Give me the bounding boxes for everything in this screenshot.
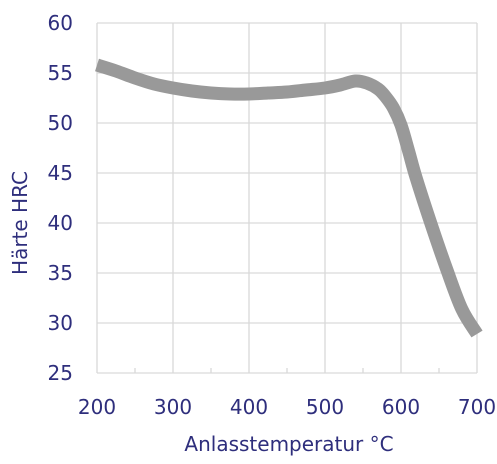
x-tick-label: 700 xyxy=(458,395,496,419)
x-axis-ticks: 200 300 400 500 600 700 xyxy=(78,395,496,419)
series-layer xyxy=(95,58,483,338)
y-tick-label: 30 xyxy=(48,311,73,335)
y-tick-label: 55 xyxy=(48,61,73,85)
y-tick-label: 50 xyxy=(48,111,73,135)
x-tick-label: 400 xyxy=(230,395,268,419)
y-tick-label: 45 xyxy=(48,161,73,185)
y-tick-label: 25 xyxy=(48,361,73,385)
x-tick-label: 500 xyxy=(306,395,344,419)
y-tick-label: 60 xyxy=(48,11,73,35)
x-tick-label: 300 xyxy=(154,395,192,419)
y-axis-title: Härte HRC xyxy=(8,171,32,275)
y-axis-ticks: 25 30 35 40 45 50 55 60 xyxy=(48,11,73,385)
x-axis-title: Anlasstemperatur °C xyxy=(184,432,393,456)
x-tick-label: 200 xyxy=(78,395,116,419)
y-tick-label: 35 xyxy=(48,261,73,285)
x-tick-label: 600 xyxy=(382,395,420,419)
series-line-1 xyxy=(95,58,483,338)
grid xyxy=(96,22,478,374)
y-tick-label: 40 xyxy=(48,211,73,235)
